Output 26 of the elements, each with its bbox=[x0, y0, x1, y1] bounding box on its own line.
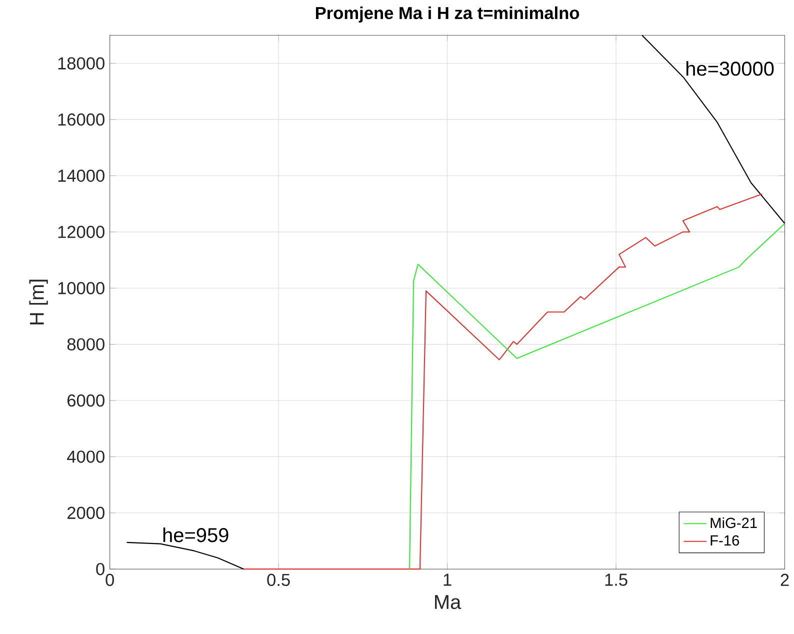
y-tick-label: 14000 bbox=[58, 170, 104, 182]
x-axis-title: Ma bbox=[435, 595, 462, 610]
y-tick-label: 8000 bbox=[67, 338, 104, 350]
legend-label: MiG-21 bbox=[710, 517, 757, 528]
chart-title: Promjene Ma i H za t=minimalno bbox=[316, 6, 580, 23]
annotation: he=959 bbox=[163, 528, 228, 542]
x-tick-label: 1 bbox=[444, 574, 452, 586]
y-tick-label: 4000 bbox=[67, 450, 104, 463]
y-tick-label: 18000 bbox=[58, 57, 104, 70]
annotation: he=30000 bbox=[686, 61, 774, 76]
x-tick-label: 0.5 bbox=[267, 574, 290, 586]
y-axis-title: H [m] bbox=[29, 280, 48, 324]
y-tick-label: 16000 bbox=[58, 113, 104, 126]
y-tick-label: 6000 bbox=[68, 394, 104, 407]
line-series bbox=[641, 34, 786, 224]
line-series bbox=[408, 222, 786, 570]
y-tick-label: 12000 bbox=[58, 226, 104, 238]
y-tick-label: 10000 bbox=[58, 282, 104, 294]
x-tick-label: 0 bbox=[106, 574, 114, 586]
legend-label: F-16 bbox=[710, 535, 740, 546]
y-tick-label: 2000 bbox=[68, 506, 104, 520]
line-series bbox=[243, 193, 763, 570]
x-tick-label: 1.5 bbox=[605, 574, 628, 586]
x-tick-label: 2 bbox=[780, 574, 789, 586]
line-series bbox=[126, 542, 244, 570]
y-tick-label: 0 bbox=[96, 562, 104, 576]
